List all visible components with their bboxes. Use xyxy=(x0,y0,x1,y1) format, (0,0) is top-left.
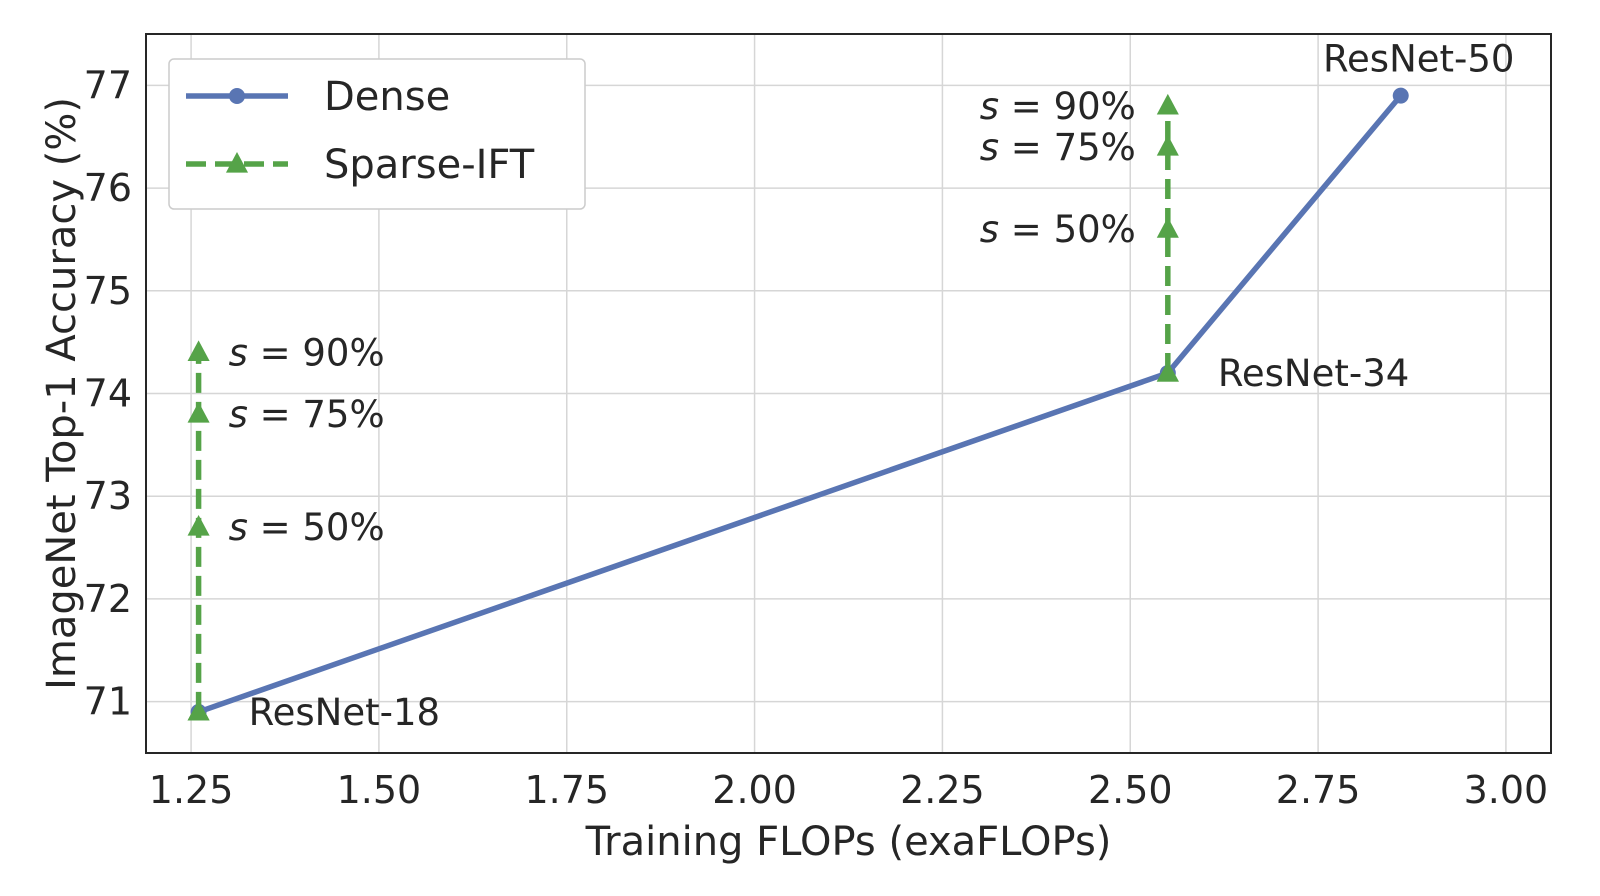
model-label: ResNet-50 xyxy=(1323,38,1514,81)
sparse-ift-point xyxy=(187,699,210,721)
sparsity-label: s = 90% xyxy=(980,85,1136,128)
sparsity-label: s = 75% xyxy=(980,126,1136,169)
y-tick-label: 75 xyxy=(84,269,132,313)
y-tick-label: 72 xyxy=(84,577,132,621)
x-tick-label: 2.00 xyxy=(712,768,797,812)
dense-point xyxy=(1392,87,1409,104)
y-tick-label: 74 xyxy=(84,372,132,416)
x-tick-label: 1.75 xyxy=(524,768,609,812)
legend: Dense Sparse-IFT xyxy=(168,58,586,210)
y-tick-label: 73 xyxy=(84,474,132,518)
y-tick-label: 71 xyxy=(84,680,132,724)
legend-dense-label: Dense xyxy=(324,74,450,120)
sparsity-label: s = 50% xyxy=(229,506,385,549)
sparse-ift-point xyxy=(187,340,210,362)
legend-sparse-marker xyxy=(225,152,249,173)
y-tick-label: 77 xyxy=(84,63,132,107)
sparsity-label: s = 90% xyxy=(229,331,385,374)
y-axis-label: ImageNet Top-1 Accuracy (%) xyxy=(39,97,85,690)
sparse-ift-point xyxy=(1156,360,1179,382)
plot-frame xyxy=(145,33,1552,754)
model-label: ResNet-34 xyxy=(1218,352,1409,395)
sparse-ift-point xyxy=(187,515,210,536)
x-tick-label: 2.75 xyxy=(1276,768,1361,812)
legend-sparse-label: Sparse-IFT xyxy=(324,142,535,188)
grid xyxy=(146,34,1551,753)
x-tick-label: 2.50 xyxy=(1088,768,1173,812)
tick-labels: 1.25 1.50 1.75 2.00 2.25 2.50 2.75 3.00 71 72 73 74… xyxy=(84,63,1549,812)
model-label: ResNet-18 xyxy=(249,691,440,734)
sparsity-label: s = 75% xyxy=(229,393,385,436)
sparsity-label: s = 50% xyxy=(980,208,1136,251)
sparse-ift-point xyxy=(1156,217,1179,238)
x-tick-label: 1.25 xyxy=(149,768,234,812)
x-tick-label: 3.00 xyxy=(1464,768,1549,812)
sparse-ift-point xyxy=(1156,93,1179,115)
x-tick-label: 2.25 xyxy=(900,768,985,812)
legend-dense-marker xyxy=(229,88,245,104)
x-axis-label: Training FLOPs (exaFLOPs) xyxy=(585,819,1112,865)
annotations: ResNet-18 ResNet-34 ResNet-50 s = 50% s = 75… xyxy=(229,38,1515,734)
x-tick-label: 1.50 xyxy=(337,768,422,812)
sparse-ift-point xyxy=(1156,134,1179,156)
y-tick-label: 76 xyxy=(84,166,132,210)
series-layer xyxy=(187,87,1409,721)
sparse-ift-point xyxy=(187,402,210,423)
